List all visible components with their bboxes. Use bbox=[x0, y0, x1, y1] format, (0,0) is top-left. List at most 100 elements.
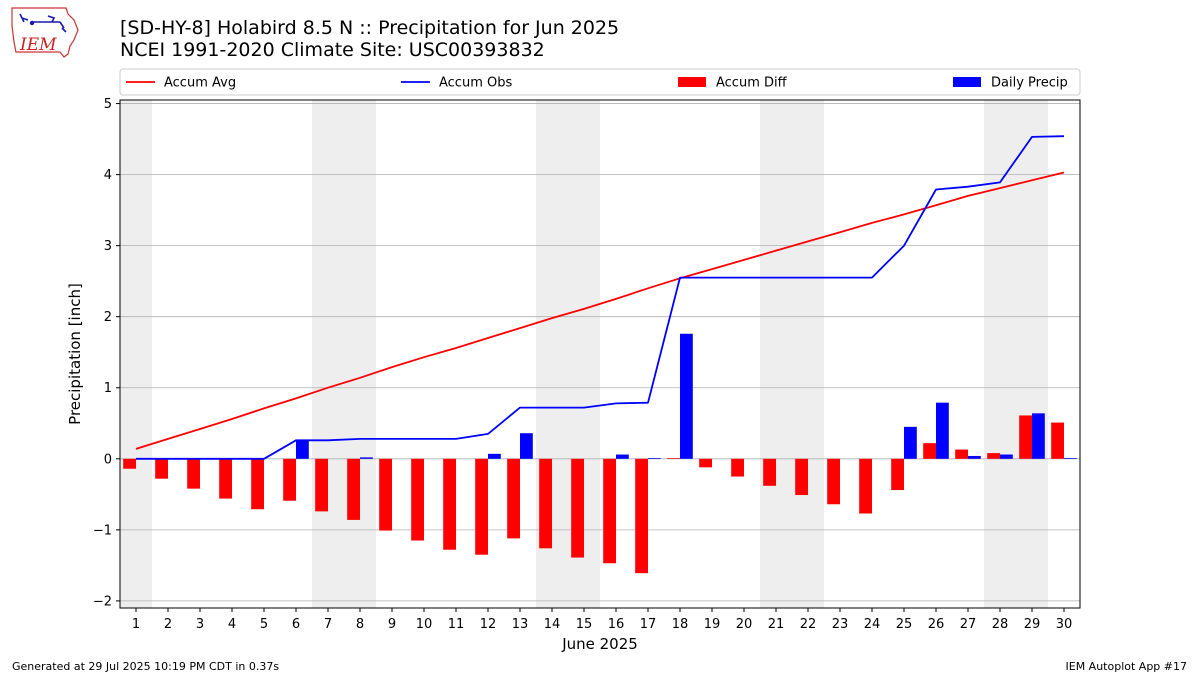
chart-subtitle: NCEI 1991-2020 Climate Site: USC00393832 bbox=[120, 39, 545, 61]
daily-precip-bar bbox=[648, 458, 661, 459]
x-tick-label: 23 bbox=[832, 617, 849, 632]
legend: Accum Avg Accum Obs Accum Diff Daily Precip bbox=[119, 68, 1081, 96]
station-dot-icon bbox=[29, 20, 35, 26]
weekend-band bbox=[312, 100, 376, 608]
x-tick-label: 12 bbox=[480, 617, 497, 632]
daily-precip-bar bbox=[1064, 458, 1077, 459]
accum-diff-bar bbox=[475, 458, 488, 555]
daily-precip-bar bbox=[968, 455, 981, 459]
x-tick-label: 25 bbox=[896, 617, 913, 632]
accum-diff-bar bbox=[699, 458, 712, 468]
x-tick-label: 15 bbox=[576, 617, 593, 632]
legend-bar-swatch bbox=[953, 77, 981, 87]
legend-label: Accum Obs bbox=[439, 76, 512, 91]
iem-logo: IEM bbox=[11, 7, 79, 58]
x-tick-label: 27 bbox=[960, 617, 977, 632]
x-tick-label: 4 bbox=[228, 617, 236, 632]
y-tick-label: 3 bbox=[104, 239, 112, 254]
x-tick-label: 9 bbox=[388, 617, 396, 632]
plot-frame bbox=[119, 99, 1081, 609]
accum-avg-line bbox=[135, 171, 1065, 450]
accum-diff-bar bbox=[827, 458, 840, 505]
bar-series bbox=[123, 333, 1077, 574]
legend-label: Accum Diff bbox=[716, 76, 788, 91]
app-credit: IEM Autoplot App #17 bbox=[1065, 660, 1188, 673]
weekend-band bbox=[984, 100, 1048, 608]
accum-diff-bar bbox=[731, 458, 744, 477]
x-tick-label: 22 bbox=[800, 617, 817, 632]
accum-diff-bar bbox=[187, 458, 200, 489]
x-tick-label: 2 bbox=[164, 617, 172, 632]
accum-diff-bar bbox=[219, 458, 232, 499]
daily-precip-bar bbox=[936, 402, 949, 459]
daily-precip-bar bbox=[360, 457, 373, 459]
legend-box bbox=[119, 68, 1081, 96]
x-tick-label: 20 bbox=[736, 617, 753, 632]
accum-diff-bar bbox=[891, 458, 904, 491]
x-tick-label: 29 bbox=[1024, 617, 1041, 632]
x-tick-label: 14 bbox=[544, 617, 561, 632]
legend-label: Accum Avg bbox=[164, 76, 236, 91]
logo-text: IEM bbox=[19, 35, 57, 55]
accum-diff-bar bbox=[1051, 422, 1064, 459]
x-tick-label: 8 bbox=[356, 617, 364, 632]
accum-diff-bar bbox=[795, 458, 808, 496]
x-tick-label: 1 bbox=[132, 617, 140, 632]
accum-diff-bar bbox=[347, 458, 360, 520]
accum-diff-bar bbox=[667, 458, 680, 459]
weekend-band bbox=[760, 100, 824, 608]
x-tick-label: 10 bbox=[416, 617, 433, 632]
accum-diff-bar bbox=[955, 449, 968, 459]
generated-note: Generated at 29 Jul 2025 10:19 PM CDT in… bbox=[12, 660, 280, 673]
y-tick-label: −2 bbox=[93, 594, 112, 609]
x-tick-label: 5 bbox=[260, 617, 268, 632]
line-series bbox=[135, 135, 1065, 460]
x-tick-label: 17 bbox=[640, 617, 657, 632]
daily-precip-bar bbox=[488, 453, 501, 459]
daily-precip-bar bbox=[1032, 413, 1045, 459]
accum-diff-bar bbox=[155, 458, 168, 479]
y-axis-label: Precipitation [inch] bbox=[66, 283, 84, 425]
accum-diff-bar bbox=[603, 458, 616, 564]
x-tick-label: 3 bbox=[196, 617, 204, 632]
x-axis-label: June 2025 bbox=[561, 635, 638, 653]
daily-precip-bar bbox=[616, 454, 629, 459]
y-tick-label: 2 bbox=[104, 310, 112, 325]
accum-diff-bar bbox=[251, 458, 264, 510]
legend-label: Daily Precip bbox=[991, 76, 1068, 91]
accum-diff-bar bbox=[763, 458, 776, 486]
gridlines bbox=[120, 103, 1080, 602]
legend-bar-swatch bbox=[678, 77, 706, 87]
x-tick-label: 13 bbox=[512, 617, 529, 632]
accum-diff-bar bbox=[635, 458, 648, 574]
x-tick-label: 11 bbox=[448, 617, 465, 632]
accum-diff-bar bbox=[539, 458, 552, 549]
daily-precip-bar bbox=[680, 333, 693, 459]
accum-diff-bar bbox=[123, 458, 136, 469]
x-tick-label: 24 bbox=[864, 617, 881, 632]
x-tick-label: 18 bbox=[672, 617, 689, 632]
accum-diff-bar bbox=[987, 453, 1000, 459]
x-tick-label: 19 bbox=[704, 617, 721, 632]
accum-diff-bar bbox=[411, 458, 424, 541]
x-tick-label: 21 bbox=[768, 617, 785, 632]
daily-precip-bar bbox=[904, 426, 917, 459]
accum-diff-bar bbox=[571, 458, 584, 558]
y-tick-label: 5 bbox=[104, 97, 112, 112]
weekend-band bbox=[120, 100, 152, 608]
daily-precip-bar bbox=[520, 433, 533, 459]
iowa-outline-icon bbox=[11, 7, 79, 58]
x-tick-label: 16 bbox=[608, 617, 625, 632]
accum-diff-bar bbox=[443, 458, 456, 550]
x-axis: 1 2 3 4 5 6 7 8 9 10 11 12 13 14 15 16 17 18 19 20 21 22 23 24 2… bbox=[132, 608, 1072, 632]
weather-station-icon bbox=[19, 13, 67, 33]
x-tick-label: 26 bbox=[928, 617, 945, 632]
accum-diff-bar bbox=[283, 458, 296, 501]
accum-diff-bar bbox=[315, 458, 328, 512]
x-tick-label: 30 bbox=[1056, 617, 1073, 632]
x-tick-label: 6 bbox=[292, 617, 300, 632]
accum-diff-bar bbox=[923, 443, 936, 459]
daily-precip-bar bbox=[296, 440, 309, 459]
accum-obs-line bbox=[136, 135, 1065, 460]
